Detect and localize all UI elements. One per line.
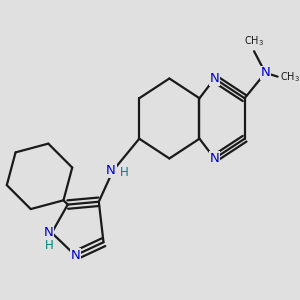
Text: N: N: [210, 72, 219, 85]
Text: N: N: [70, 249, 80, 262]
Text: N: N: [210, 152, 219, 165]
Text: CH$_3$: CH$_3$: [280, 70, 300, 83]
Text: H: H: [120, 166, 129, 179]
Text: CH$_3$: CH$_3$: [244, 34, 264, 48]
Text: N: N: [260, 66, 270, 79]
Text: N: N: [44, 226, 54, 239]
Text: H: H: [45, 239, 53, 253]
Text: N: N: [106, 164, 116, 177]
